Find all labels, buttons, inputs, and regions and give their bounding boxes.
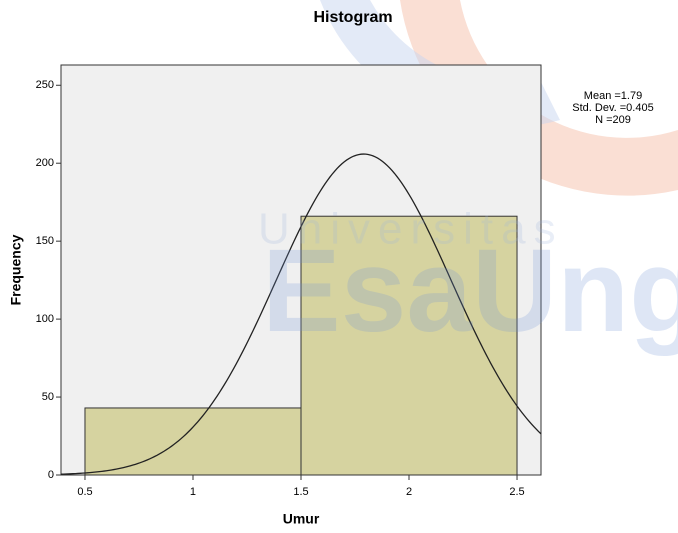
stat-label: N =209 (595, 114, 631, 126)
y-tick-label: 100 (36, 313, 54, 325)
y-axis-label: Frequency (8, 234, 24, 305)
x-tick-label: 1 (190, 486, 196, 498)
x-tick-label: 2.5 (509, 486, 524, 498)
x-tick-label: 1.5 (293, 486, 308, 498)
normal-curve (60, 153, 542, 475)
x-tick-label: 2 (406, 486, 412, 498)
histogram-bar (300, 215, 518, 476)
y-tick-label: 200 (36, 157, 54, 169)
histogram-bar (84, 407, 302, 476)
y-tick-label: 250 (36, 79, 54, 91)
y-tick-label: 50 (42, 391, 54, 403)
watermark-arc (400, 0, 678, 196)
stat-label: Mean =1.79 (584, 90, 642, 102)
stat-label: Std. Dev. =0.405 (572, 102, 653, 114)
plot: 0 50 100 150 200 250 0.5 1 1.5 2 2.5 (36, 79, 542, 498)
x-axis-label: Umur (283, 511, 320, 527)
y-tick-label: 0 (48, 469, 54, 481)
x-tick-label: 0.5 (77, 486, 92, 498)
y-tick-label: 150 (36, 235, 54, 247)
chart-title: Histogram (313, 9, 392, 26)
